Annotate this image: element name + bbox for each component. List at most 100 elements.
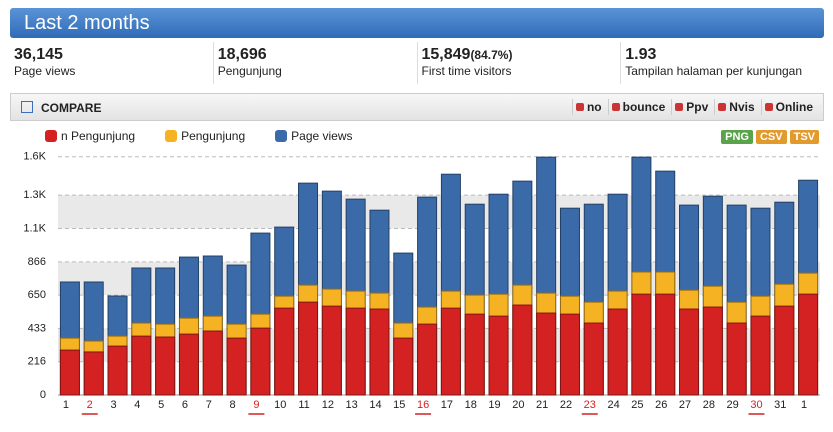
bar [59, 349, 80, 396]
stat-label: First time visitors [421, 64, 512, 78]
toolbar-button[interactable]: bounce [607, 99, 672, 115]
x-tick-label: 14 [369, 399, 381, 411]
legend-swatch [45, 130, 57, 142]
toolbar-button[interactable]: Online [760, 99, 819, 115]
bar [250, 327, 271, 396]
x-tick-label: 23 [584, 399, 596, 411]
toolbar-button[interactable]: Ppv [671, 99, 714, 115]
x-tick-label: 30 [750, 399, 762, 411]
header-title: Last 2 months [10, 8, 824, 38]
legend-item: n Pengunjung [45, 129, 135, 143]
stat: 15,849(84.7%) First time visitors [416, 42, 621, 84]
stat: 36,145 Page views [10, 42, 213, 84]
bar [131, 335, 152, 396]
bar [679, 308, 700, 396]
stat-label: Page views [14, 64, 76, 78]
bar [440, 307, 461, 396]
x-tick-label: 16 [417, 399, 429, 411]
y-tick-label: 866 [28, 256, 46, 268]
bar [559, 313, 580, 396]
bar [798, 293, 819, 396]
x-tick-label: 9 [253, 399, 259, 411]
y-tick-label: 1.1K [23, 222, 46, 234]
bar [655, 293, 676, 396]
bar [298, 301, 319, 396]
x-tick-label: 24 [607, 399, 619, 411]
x-tick-label: 6 [182, 399, 188, 411]
stat-value: 15,849 [421, 46, 471, 63]
y-tick-label: 433 [28, 322, 46, 334]
stat: 1.93 Tampilan halaman per kunjungan [620, 42, 824, 84]
bar [107, 345, 128, 396]
y-tick-label: 1.3K [23, 189, 46, 201]
bar [488, 315, 509, 396]
bar [369, 308, 390, 396]
stat-value: 36,145 [14, 46, 63, 63]
x-tick-label: 1 [801, 399, 807, 411]
x-tick-label: 21 [536, 399, 548, 411]
bar [774, 305, 795, 396]
stat-label: Tampilan halaman per kunjungan [625, 64, 803, 78]
x-tick-label: 28 [703, 399, 715, 411]
x-tick-label: 15 [393, 399, 405, 411]
stats: 36,145 Page views 18,696 Pengunjung 15,849(8… [10, 42, 824, 84]
bar [321, 305, 342, 396]
bar [536, 312, 557, 396]
x-tick-label: 19 [488, 399, 500, 411]
toolbar-button[interactable]: no [571, 99, 608, 115]
bar [345, 307, 366, 396]
x-tick-label: 1 [63, 399, 69, 411]
stat-value: 1.93 [625, 46, 657, 63]
x-tick-label: 10 [274, 399, 286, 411]
bar [83, 351, 104, 396]
legend-swatch [165, 130, 178, 142]
compare-icon [21, 101, 33, 113]
legend-label: Page views [291, 129, 353, 143]
bar [226, 337, 247, 396]
legend-swatch [275, 130, 288, 142]
bar [631, 293, 652, 396]
bar [583, 322, 604, 396]
x-tick-label: 4 [134, 399, 140, 411]
bar [702, 306, 723, 396]
x-tick-label: 27 [679, 399, 691, 411]
x-tick-label: 31 [774, 399, 786, 411]
x-tick-label: 13 [346, 399, 358, 411]
legend-label: Pengunjung [181, 129, 246, 143]
x-tick-label: 11 [298, 399, 309, 411]
bar [178, 333, 199, 396]
toolbar-buttons: no bounce Ppv Nvis Online [571, 99, 819, 115]
compare-button[interactable]: COMPARE [41, 101, 102, 115]
bar [607, 308, 628, 396]
toolbar: COMPARE no bounce Ppv Nvis Online [10, 93, 824, 121]
y-tick-label: 650 [28, 289, 46, 301]
stat: 18,696 Pengunjung [212, 42, 417, 84]
stat-note: (84.7%) [470, 48, 513, 62]
export-button[interactable]: TSV [789, 130, 819, 144]
export-buttons: PNG CSV TSV [718, 130, 819, 144]
x-tick-label: 25 [631, 399, 643, 411]
x-tick-label: 2 [87, 399, 93, 411]
x-tick-label: 17 [441, 399, 453, 411]
legend-item: Pengunjung [165, 129, 245, 143]
x-tick-label: 22 [560, 399, 572, 411]
bar [750, 315, 771, 396]
export-button[interactable]: PNG [721, 130, 753, 144]
x-tick-label: 18 [465, 399, 477, 411]
legend: n Pengunjung Pengunjung Page views [45, 129, 383, 143]
x-tick-label: 3 [110, 399, 116, 411]
bar [202, 330, 223, 396]
bar [417, 323, 438, 396]
legend-item: Page views [275, 129, 353, 143]
toolbar-button[interactable]: Nvis [714, 99, 760, 115]
bar [726, 322, 747, 396]
x-tick-label: 20 [512, 399, 524, 411]
export-button[interactable]: CSV [755, 130, 787, 144]
x-tick-label: 5 [158, 399, 164, 411]
stat-label: Pengunjung [217, 64, 282, 78]
x-tick-label: 29 [727, 399, 739, 411]
y-tick-label: 0 [40, 389, 46, 401]
x-tick-label: 12 [322, 399, 334, 411]
